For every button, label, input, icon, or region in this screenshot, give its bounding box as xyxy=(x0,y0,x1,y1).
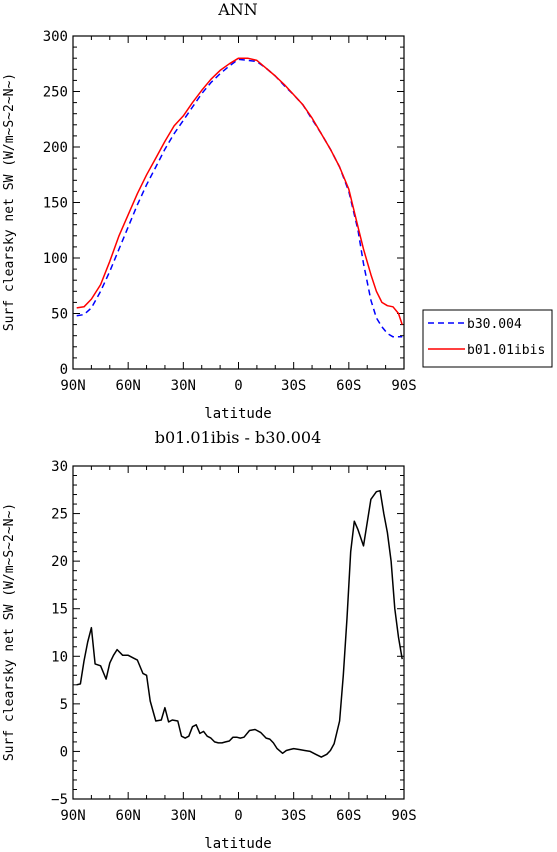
y-tick-label: 15 xyxy=(51,602,68,618)
x-tick-label: 0 xyxy=(234,378,242,394)
top-y-axis-label: Surf clearsky net SW (W/m~S~2~N~) xyxy=(2,73,17,331)
y-tick-label: 250 xyxy=(43,85,68,101)
x-tick-label: 90N xyxy=(60,808,85,824)
x-tick-label: 30S xyxy=(281,808,306,824)
x-tick-label: 60N xyxy=(116,378,141,394)
bottom-series-lines xyxy=(76,489,403,758)
top-panel: ANN 90N 60N 30N 0 30S 60S 90S 0 50 100 150 200 250 30… xyxy=(2,0,417,422)
bottom-y-axis-label: Surf clearsky net SW (W/m~S~2~N~) xyxy=(2,503,17,761)
y-tick-label: 0 xyxy=(60,362,68,378)
top-chart-title: ANN xyxy=(217,0,258,19)
x-tick-label: 30N xyxy=(171,808,196,824)
x-tick-label: 60S xyxy=(336,378,361,394)
top-x-axis-label: latitude xyxy=(204,406,271,422)
y-tick-label: 25 xyxy=(51,507,68,523)
legend: b30.004 b01.01ibis xyxy=(422,309,553,368)
top-series-lines xyxy=(76,57,403,338)
bottom-plot-frame xyxy=(72,465,405,800)
y-tick-label: 100 xyxy=(43,251,68,267)
bottom-x-axis-label: latitude xyxy=(204,836,271,852)
x-tick-label: 60N xyxy=(116,808,141,824)
legend-label-b01-01ibis: b01.01ibis xyxy=(467,343,545,358)
x-tick-label: 0 xyxy=(234,808,242,824)
y-tick-label: 5 xyxy=(60,697,68,713)
y-tick-label: 0 xyxy=(60,744,68,760)
top-axis-ticks: 90N 60N 30N 0 30S 60S 90S 0 50 100 150 200 250 300 xyxy=(43,29,417,394)
bottom-axis-ticks: 90N 60N 30N 0 30S 60S 90S −5 0 5 10 15 20 25 30 xyxy=(51,459,417,824)
y-tick-label: 30 xyxy=(51,459,68,475)
y-tick-label: 300 xyxy=(43,29,68,45)
y-tick-label: 200 xyxy=(43,140,68,156)
x-tick-label: 30N xyxy=(171,378,196,394)
y-tick-label: 150 xyxy=(43,196,68,212)
y-tick-label: 50 xyxy=(51,307,68,323)
y-tick-label: 10 xyxy=(51,649,68,665)
y-tick-label: −5 xyxy=(51,792,68,808)
y-tick-label: 20 xyxy=(51,554,68,570)
series-line-difference xyxy=(76,489,403,758)
legend-label-b30-004: b30.004 xyxy=(467,317,522,332)
x-tick-label: 30S xyxy=(281,378,306,394)
x-tick-label: 90S xyxy=(391,378,416,394)
legend-box xyxy=(422,309,553,368)
x-tick-label: 90N xyxy=(60,378,85,394)
x-tick-label: 60S xyxy=(336,808,361,824)
top-plot-frame xyxy=(72,35,405,370)
x-tick-label: 90S xyxy=(391,808,416,824)
bottom-chart-title: b01.01ibis - b30.004 xyxy=(155,428,322,447)
series-line-b01-01ibis xyxy=(76,57,403,325)
bottom-panel: b01.01ibis - b30.004 90N 60N 30N 0 30S 60S 90S… xyxy=(2,428,417,852)
series-line-b30-004 xyxy=(76,58,403,338)
